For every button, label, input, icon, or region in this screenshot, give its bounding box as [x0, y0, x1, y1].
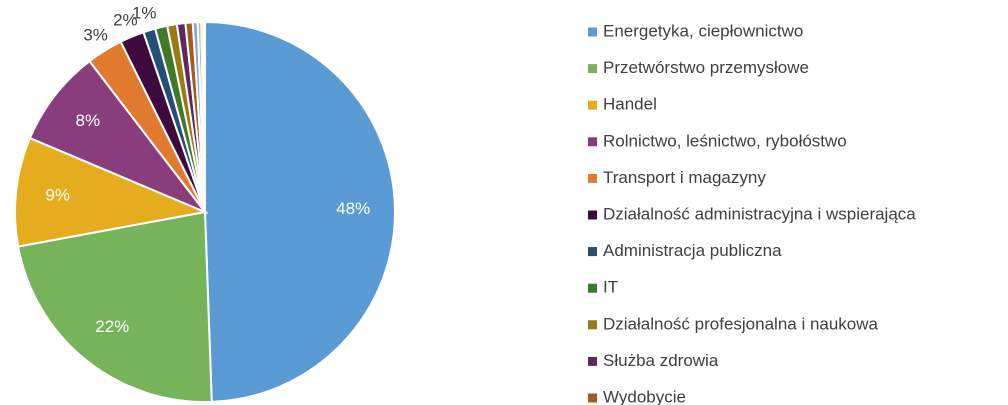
legend-swatch [588, 137, 597, 147]
legend-swatch [588, 210, 597, 220]
data-label: 22% [95, 317, 129, 336]
data-label: 2% [113, 10, 138, 29]
pie-slice [14, 136, 209, 248]
legend-swatch [588, 393, 597, 403]
pie-slice [16, 210, 213, 403]
legend-label: Rolnictwo, leśnictwo, rybołóstwo [603, 131, 847, 150]
legend-swatch [588, 173, 597, 183]
legend-swatch [588, 247, 597, 257]
legend-label: Transport i magazyny [603, 168, 766, 187]
legend-label: Przetwórstwo przemysłowe [603, 58, 809, 77]
legend-label: Administracja publiczna [603, 241, 782, 260]
legend-swatch [588, 64, 597, 74]
pie-slice [28, 59, 209, 215]
data-label: 8% [75, 111, 100, 130]
pie-slice [204, 20, 396, 403]
legend-swatch [588, 356, 597, 366]
legend-swatch [588, 27, 597, 37]
legend-label: Działalność administracyjna i wspierając… [603, 204, 916, 223]
legend-swatch [588, 283, 597, 293]
data-label: 3% [83, 26, 108, 45]
data-label: 1% [132, 3, 157, 22]
legend-label: Energetyka, ciepłownictwo [603, 21, 803, 40]
data-label: 9% [45, 185, 70, 204]
pie-slice [202, 20, 206, 213]
legend-label: Działalność profesjonalna i naukowa [603, 314, 879, 333]
legend-label: Wydobycie [603, 387, 686, 405]
data-label: 48% [336, 199, 370, 218]
legend-swatch [588, 100, 597, 110]
legend-swatch [588, 320, 597, 330]
legend-label: IT [603, 278, 618, 297]
legend-label: Służba zdrowia [603, 351, 719, 370]
legend-label: Handel [603, 95, 657, 114]
